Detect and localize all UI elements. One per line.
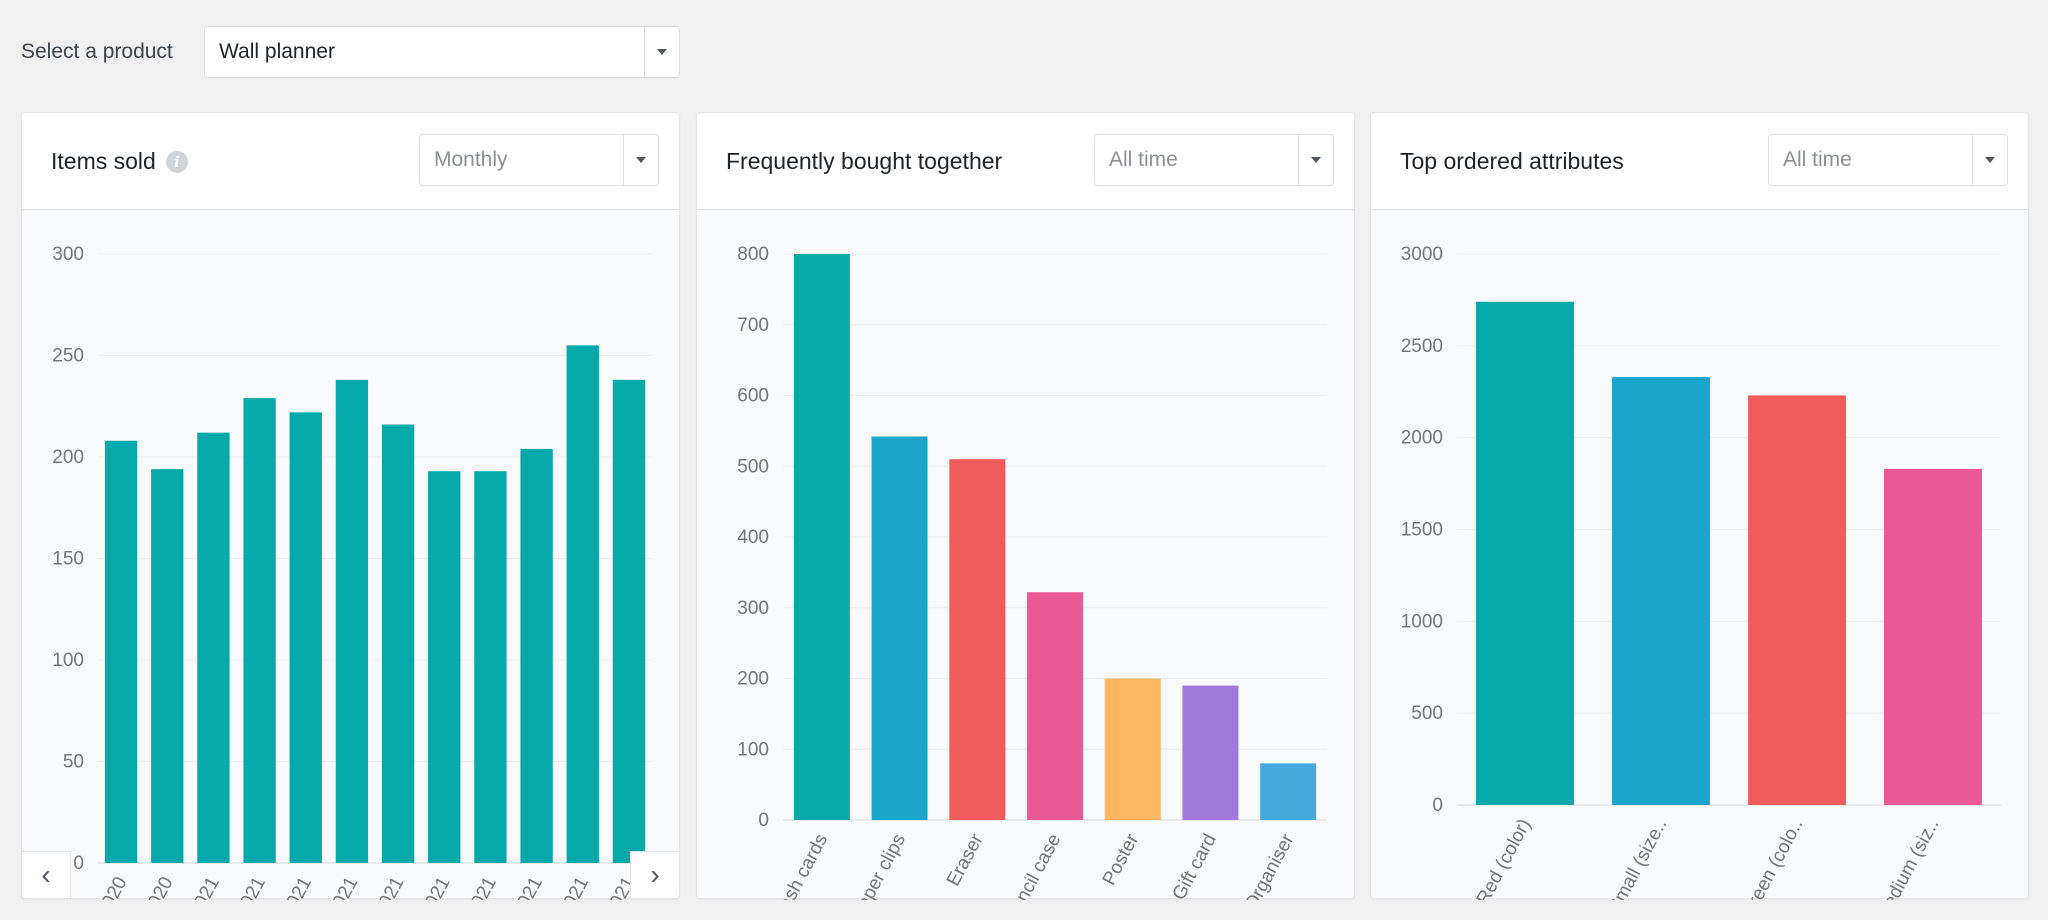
bar[interactable] <box>289 412 322 863</box>
x-tick-label: Medium (siz.. <box>1872 815 1944 900</box>
x-tick-label: Small (size.. <box>1604 815 1671 900</box>
bar[interactable] <box>151 469 184 863</box>
x-tick-label: Jun 2021 <box>399 873 454 900</box>
x-tick-label: Flash cards <box>768 830 833 900</box>
x-tick-label: Pencil case <box>1001 830 1065 900</box>
product-label: Select a product <box>21 40 173 63</box>
y-tick-label: 100 <box>52 650 84 671</box>
period-select[interactable]: Monthly <box>419 134 659 186</box>
chevron-down-icon[interactable] <box>1972 135 2007 185</box>
info-icon[interactable]: i <box>165 150 188 173</box>
y-tick-label: 1500 <box>1401 520 1443 541</box>
bar[interactable] <box>1884 468 1982 805</box>
top-attributes-card: Top ordered attributes All time 0 500 1000… <box>1370 112 2029 900</box>
bar[interactable] <box>1612 377 1710 805</box>
bar[interactable] <box>949 459 1006 820</box>
x-tick-label: Apr 2021 <box>308 873 363 900</box>
bar[interactable] <box>1476 301 1574 805</box>
items-sold-chart: 050100150200250300Nov 2020Dec 2020Jan 20… <box>52 244 652 900</box>
bar[interactable] <box>1104 678 1161 821</box>
y-tick-label: 800 <box>737 244 769 265</box>
x-tick-label: Jan 2021 <box>169 873 224 900</box>
bar[interactable] <box>104 440 138 863</box>
period-select-value: All time <box>1109 148 1178 171</box>
x-tick-label: Organiser <box>1241 830 1299 900</box>
x-tick-label: Red (color) <box>1473 815 1536 900</box>
y-tick-label: 100 <box>737 739 769 760</box>
bar[interactable] <box>428 471 461 863</box>
bar[interactable] <box>1027 592 1083 820</box>
frequently-bought-chart: 0 100 200 300 400 500 600 700 800 Flash cards Pape… <box>737 244 1327 900</box>
product-selector: Select a product Wall planner <box>21 26 680 78</box>
x-tick-label: Nov 2020 <box>75 873 132 900</box>
y-tick-label: 500 <box>1411 703 1443 724</box>
x-tick-label: Feb 2021 <box>214 873 270 900</box>
items-sold-title: Items sold <box>51 148 156 174</box>
bar[interactable] <box>197 432 230 863</box>
bar[interactable] <box>381 424 415 863</box>
bar[interactable] <box>871 436 928 820</box>
x-tick-label: Green (colo.. <box>1737 815 1807 900</box>
top-attributes-title: Top ordered attributes <box>1400 148 1624 174</box>
y-tick-label: 400 <box>737 527 769 548</box>
x-tick-label: Paper clips <box>847 830 910 900</box>
y-tick-label: 500 <box>737 456 769 477</box>
chevron-right-icon[interactable]: › <box>630 851 680 899</box>
bar[interactable] <box>335 379 369 863</box>
items-sold-card: Items sold i Monthly 0 50 100 150 200 250 300 N… <box>21 112 680 900</box>
bar[interactable] <box>1748 395 1846 805</box>
card-header: Frequently bought together All time <box>697 113 1354 210</box>
card-title: Frequently bought together <box>726 148 1002 175</box>
bar[interactable] <box>520 448 553 863</box>
card-header: Top ordered attributes All time <box>1371 113 2028 210</box>
y-tick-label: 200 <box>52 447 84 468</box>
period-select[interactable]: All time <box>1768 134 2008 186</box>
y-tick-label: 0 <box>73 853 84 874</box>
y-tick-label: 700 <box>737 315 769 336</box>
frequently-bought-title: Frequently bought together <box>726 148 1003 174</box>
y-tick-label: 600 <box>737 386 769 407</box>
bar[interactable] <box>474 471 507 863</box>
bar[interactable] <box>612 379 646 863</box>
period-select-value: All time <box>1783 148 1852 171</box>
product-select-value: Wall planner <box>219 40 335 63</box>
y-tick-label: 150 <box>52 549 84 570</box>
y-tick-label: 0 <box>758 810 769 831</box>
card-title: Top ordered attributes <box>1400 148 1624 175</box>
y-tick-label: 200 <box>737 669 769 690</box>
product-select[interactable]: Wall planner <box>204 26 680 78</box>
bar[interactable] <box>566 345 599 864</box>
y-tick-label: 300 <box>52 244 84 265</box>
card-title: Items sold i <box>51 148 188 175</box>
bar[interactable] <box>793 254 850 820</box>
period-select[interactable]: All time <box>1094 134 1334 186</box>
y-tick-label: 2500 <box>1401 336 1443 357</box>
x-tick-label: Eraser <box>943 830 988 890</box>
period-select-value: Monthly <box>434 148 508 171</box>
chevron-down-icon[interactable] <box>644 27 679 77</box>
x-tick-label: Poster <box>1099 830 1144 889</box>
y-tick-label: 1000 <box>1401 611 1443 632</box>
chevron-left-icon[interactable]: ‹ <box>21 851 71 899</box>
y-tick-label: 2000 <box>1401 428 1443 449</box>
frequently-bought-card: Frequently bought together All time 0 100… <box>696 112 1355 900</box>
top-attributes-chart: 0 500 1000 1500 2000 2500 3000 Red (color) Small… <box>1401 244 2001 900</box>
y-tick-label: 0 <box>1432 795 1443 816</box>
x-tick-label: Mar 2021 <box>260 873 316 900</box>
chevron-down-icon[interactable] <box>1298 135 1333 185</box>
y-tick-label: 50 <box>63 752 84 773</box>
bar[interactable] <box>1182 685 1239 820</box>
card-header: Items sold i Monthly <box>22 113 679 210</box>
y-tick-label: 250 <box>52 346 84 367</box>
bar[interactable] <box>1260 763 1317 820</box>
chevron-down-icon[interactable] <box>623 135 658 185</box>
y-tick-label: 3000 <box>1401 244 1443 265</box>
bar[interactable] <box>243 398 276 863</box>
y-tick-label: 300 <box>737 598 769 619</box>
x-tick-label: Jul 2021 <box>449 873 501 900</box>
x-tick-label: Gift card <box>1169 830 1221 900</box>
